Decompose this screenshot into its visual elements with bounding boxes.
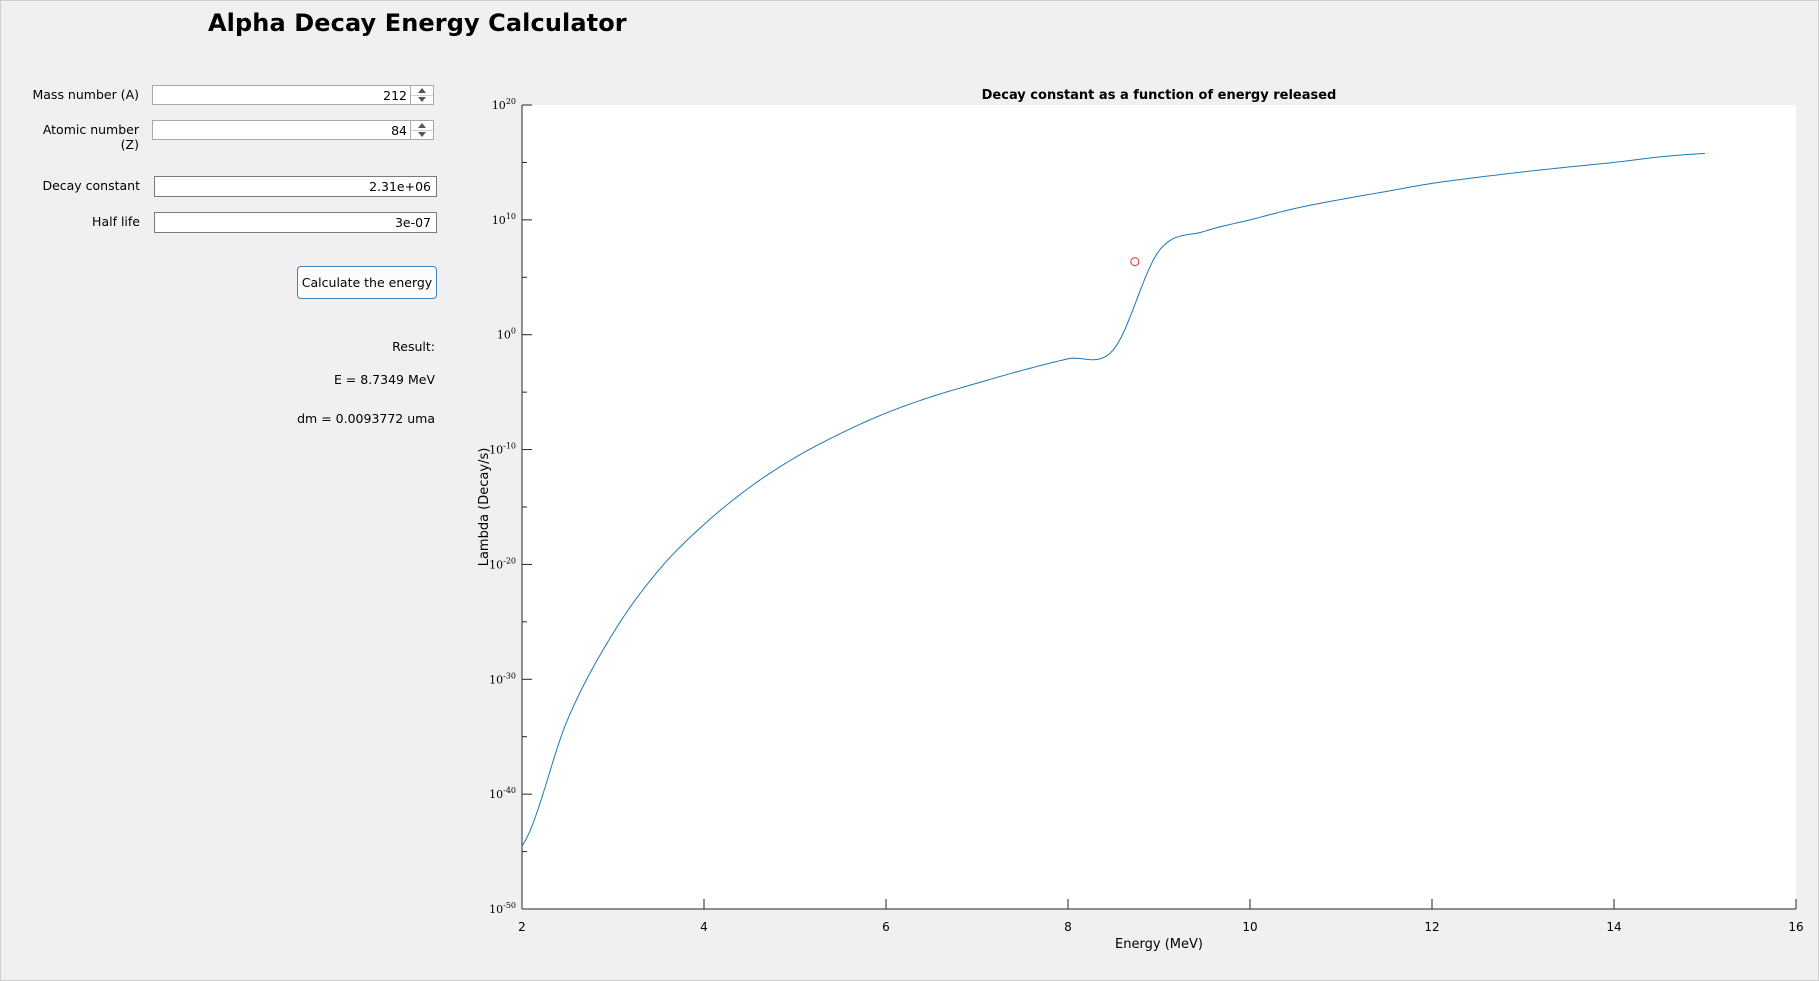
increment-button[interactable]	[411, 121, 433, 131]
x-tick-label: 6	[882, 920, 890, 934]
x-axis-label: Energy (MeV)	[1115, 937, 1203, 952]
decay-constant-label: Decay constant	[42, 178, 140, 193]
y-tick-label: 1010	[492, 212, 516, 227]
chevron-down-icon	[418, 97, 426, 102]
calculate-energy-button[interactable]: Calculate the energy	[297, 266, 437, 299]
atomic-number-label: Atomic number (Z)	[42, 122, 139, 152]
decay-constant-field[interactable]: 2.31e+06	[154, 176, 437, 197]
x-tick-label: 2	[518, 920, 526, 934]
decay-constant-value: 2.31e+06	[369, 179, 431, 194]
series-line	[521, 152, 1706, 847]
result-marker	[1130, 257, 1140, 267]
x-tick-label: 8	[1064, 920, 1072, 934]
mass-number-value: 212	[383, 88, 407, 103]
chevron-down-icon	[418, 132, 426, 137]
half-life-label: Half life	[92, 214, 140, 229]
half-life-field[interactable]: 3e-07	[154, 212, 437, 233]
result-header: Result:	[392, 339, 435, 354]
y-tick-label: 1020	[492, 97, 516, 112]
chevron-up-icon	[418, 123, 426, 128]
x-tick-label: 14	[1606, 920, 1621, 934]
y-tick-label: 10-30	[489, 671, 516, 686]
decrement-button[interactable]	[411, 95, 433, 104]
mass-number-stepper	[410, 86, 433, 104]
y-tick-label: 10-50	[489, 901, 516, 916]
result-mass-defect: dm = 0.0093772 uma	[297, 411, 435, 426]
app-title: Alpha Decay Energy Calculator	[208, 9, 627, 37]
atomic-number-value: 84	[391, 123, 407, 138]
plot-area	[522, 105, 1796, 909]
mass-number-spinner[interactable]: 212	[152, 85, 434, 105]
y-tick-label: 10-40	[489, 786, 516, 801]
y-tick-label: 100	[497, 327, 516, 342]
atomic-number-stepper	[410, 121, 433, 139]
x-tick-label: 10	[1242, 920, 1257, 934]
x-tick-label: 16	[1788, 920, 1803, 934]
chart-title: Decay constant as a function of energy r…	[982, 88, 1337, 103]
y-axis-label: Lambda (Decay/s)	[477, 448, 492, 567]
increment-button[interactable]	[411, 86, 433, 96]
result-energy: E = 8.7349 MeV	[333, 372, 435, 387]
half-life-value: 3e-07	[394, 215, 431, 230]
y-tick-label: 10-10	[489, 442, 516, 457]
x-tick-label: 4	[700, 920, 708, 934]
atomic-number-spinner[interactable]: 84	[152, 120, 434, 140]
decrement-button[interactable]	[411, 130, 433, 139]
x-tick-label: 12	[1424, 920, 1439, 934]
chevron-up-icon	[418, 88, 426, 93]
mass-number-label: Mass number (A)	[32, 87, 139, 102]
y-tick-label: 10-20	[489, 556, 516, 571]
